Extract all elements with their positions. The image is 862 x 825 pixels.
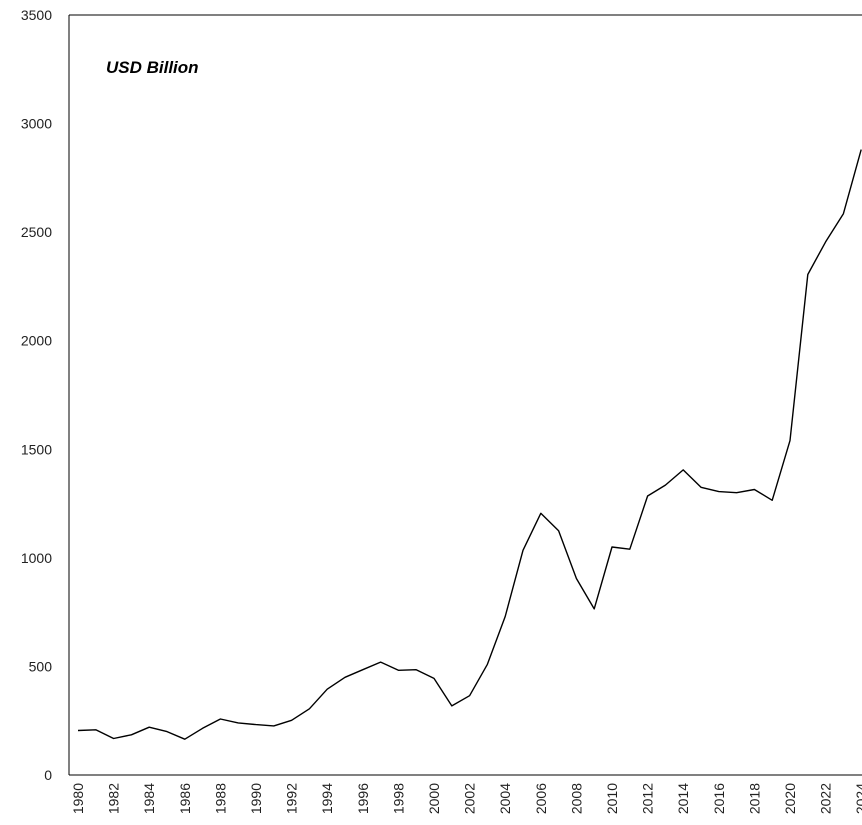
series-line	[77, 149, 862, 740]
y-tick-label: 1000	[21, 550, 52, 566]
x-tick-label: 1988	[212, 783, 228, 814]
y-tick-label: 2000	[21, 333, 52, 349]
x-tick-label: 1986	[177, 783, 193, 814]
y-tick-label: 3000	[21, 116, 52, 132]
x-tick-label: 2008	[568, 783, 584, 814]
x-tick-label: 2002	[462, 783, 478, 814]
y-tick-label: 3500	[21, 7, 52, 23]
y-tick-label: 1500	[21, 441, 52, 457]
x-tick-label: 1982	[106, 783, 122, 814]
x-tick-label: 1994	[319, 783, 335, 814]
x-tick-label: 1990	[248, 783, 264, 814]
y-tick-label: 2500	[21, 224, 52, 240]
x-tick-label: 2014	[675, 783, 691, 814]
x-tick-label: 2010	[604, 783, 620, 814]
x-tick-label: 1984	[141, 783, 157, 814]
x-tick-label: 2024	[853, 783, 862, 814]
x-tick-label: 2004	[497, 783, 513, 814]
x-tick-label: 1980	[70, 783, 86, 814]
x-tick-label: 2018	[746, 783, 762, 814]
x-tick-label: 2020	[782, 783, 798, 814]
x-tick-label: 1998	[390, 783, 406, 814]
y-axis-tick-labels: 0 500 1000 1500 2000 2500 3000 3500	[21, 7, 52, 783]
y-tick-label: 500	[29, 658, 53, 674]
unit-annotation: USD Billion	[106, 58, 199, 77]
x-tick-label: 2006	[533, 783, 549, 814]
x-tick-label: 1992	[284, 783, 300, 814]
y-tick-label: 0	[44, 767, 52, 783]
x-tick-label: 1996	[355, 783, 371, 814]
x-axis-tick-labels: 1980 1982 1984 1986 1988 1990 1992 1994 1996 1998…	[70, 783, 862, 814]
x-tick-label: 2016	[711, 783, 727, 814]
x-tick-label: 2012	[640, 783, 656, 814]
x-tick-label: 2022	[818, 783, 834, 814]
x-tick-label: 2000	[426, 783, 442, 814]
